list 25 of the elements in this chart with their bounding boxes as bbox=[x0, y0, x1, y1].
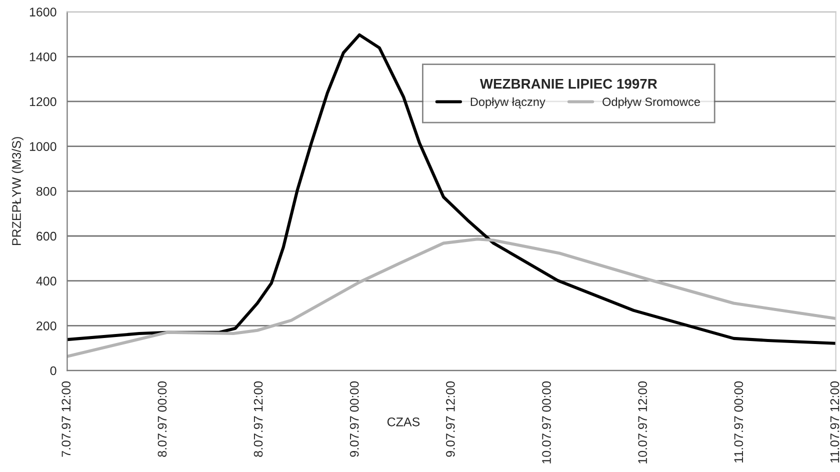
x-tick-label: 11.07.97 12:00 bbox=[830, 381, 840, 462]
legend-label: Dopływ łączny bbox=[470, 97, 546, 108]
x-tick-label: 8.07.97 12:00 bbox=[254, 381, 263, 457]
y-tick-label: 800 bbox=[36, 186, 56, 196]
line-series bbox=[67, 238, 836, 358]
y-tick-label: 1600 bbox=[30, 8, 56, 16]
y-axis-title: PRZEPŁYW (M3/S) bbox=[12, 137, 24, 245]
x-tick-label: 11.07.97 00:00 bbox=[734, 381, 744, 462]
y-tick-label: 600 bbox=[36, 232, 56, 241]
y-tick-label: 1400 bbox=[30, 52, 56, 62]
x-axis-title: CZAS bbox=[387, 417, 420, 426]
x-tick-label: 10.07.97 00:00 bbox=[542, 381, 551, 464]
y-tick-label: 400 bbox=[36, 276, 56, 286]
x-tick-label: 8.07.97 00:00 bbox=[158, 381, 167, 457]
legend-label: Odpływ Sromowce bbox=[602, 97, 700, 108]
x-tick-label: 9.07.97 00:00 bbox=[350, 381, 359, 457]
y-tick-label: 1000 bbox=[30, 142, 56, 151]
y-tick-label: 1200 bbox=[30, 97, 56, 106]
y-tick-label: 200 bbox=[36, 321, 56, 330]
line-series bbox=[67, 33, 836, 345]
x-tick-label: 9.07.97 12:00 bbox=[446, 381, 455, 457]
x-tick-label: 7.07.97 12:00 bbox=[62, 381, 71, 457]
legend-title: WEZBRANIE LIPIEC 1997R bbox=[480, 78, 658, 89]
y-tick-label: 0 bbox=[50, 366, 56, 376]
x-tick-label: 10.07.97 12:00 bbox=[638, 381, 648, 464]
